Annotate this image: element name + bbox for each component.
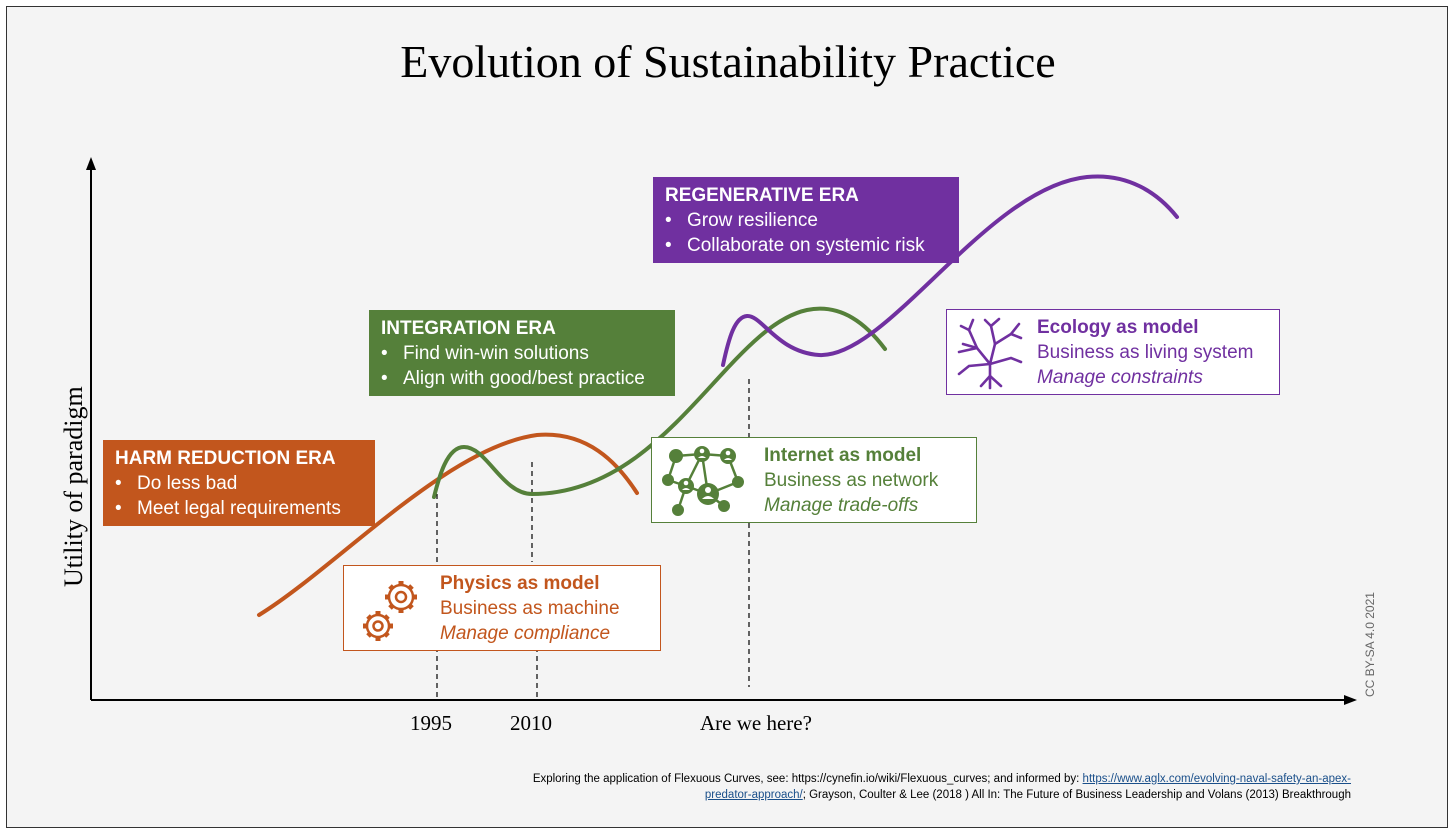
model-title: Ecology as model	[1037, 317, 1199, 338]
era-bullet: Align with good/best practice	[381, 366, 663, 391]
harm-reduction-curve	[257, 432, 639, 617]
model-physics: Physics as model Business as machine Man…	[343, 565, 661, 651]
era-bullet: Grow resilience	[665, 208, 947, 233]
era-title: HARM REDUCTION ERA	[115, 448, 336, 469]
diagram-canvas	[86, 157, 1357, 705]
integration-curve	[432, 306, 887, 499]
model-title: Physics as model	[440, 573, 600, 594]
era-bullet: Find win-win solutions	[381, 341, 663, 366]
era-title: REGENERATIVE ERA	[665, 185, 859, 206]
gears-icon	[363, 581, 417, 641]
era-bullet: Meet legal requirements	[115, 496, 363, 521]
model-title: Internet as model	[764, 445, 922, 466]
license-label: CC BY-SA 4.0 2021	[1363, 592, 1377, 697]
x-axis-arrow-icon	[1344, 695, 1357, 705]
footnote-link[interactable]: https://www.aglx.com/evolving-naval-safe…	[704, 773, 1351, 801]
model-line: Business as living system	[1037, 342, 1254, 363]
model-line: Business as network	[764, 470, 939, 491]
era-bullet: Collaborate on systemic risk	[665, 233, 947, 258]
y-axis-label: Utility of paradigm	[59, 386, 88, 587]
network-icon	[662, 446, 744, 516]
diagram-title: Evolution of Sustainability Practice	[400, 36, 1056, 87]
era-title: INTEGRATION ERA	[381, 318, 556, 339]
tree-icon	[957, 317, 1023, 390]
era-bullet: Do less bad	[115, 471, 363, 496]
era-regenerative: REGENERATIVE ERA Grow resilience Collabo…	[653, 177, 959, 263]
footnote: Exploring the application of Flexuous Cu…	[531, 771, 1351, 803]
x-label-2010: 2010	[510, 711, 552, 735]
axes	[86, 157, 1357, 705]
model-line-italic: Manage compliance	[440, 623, 611, 644]
model-line: Business as machine	[440, 598, 620, 619]
slide-frame: Evolution of Sustainability Practice Uti…	[6, 6, 1448, 828]
era-harm-reduction: HARM REDUCTION ERA Do less bad Meet lega…	[103, 440, 375, 526]
y-axis-arrow-icon	[86, 157, 96, 170]
model-ecology: Ecology as model Business as living syst…	[946, 309, 1280, 395]
x-label-are-we-here: Are we here?	[700, 711, 812, 735]
regenerative-curve	[721, 174, 1179, 367]
era-integration: INTEGRATION ERA Find win-win solutions A…	[369, 310, 675, 396]
footnote-text: Exploring the application of Flexuous Cu…	[532, 773, 1083, 785]
model-line-italic: Manage trade-offs	[764, 495, 919, 516]
x-label-1995: 1995	[410, 711, 452, 735]
model-internet: Internet as model Business as network Ma…	[651, 437, 977, 523]
footnote-text-2: ; Grayson, Coulter & Lee (2018 ) All In:…	[802, 789, 1351, 801]
model-line-italic: Manage constraints	[1037, 367, 1203, 388]
